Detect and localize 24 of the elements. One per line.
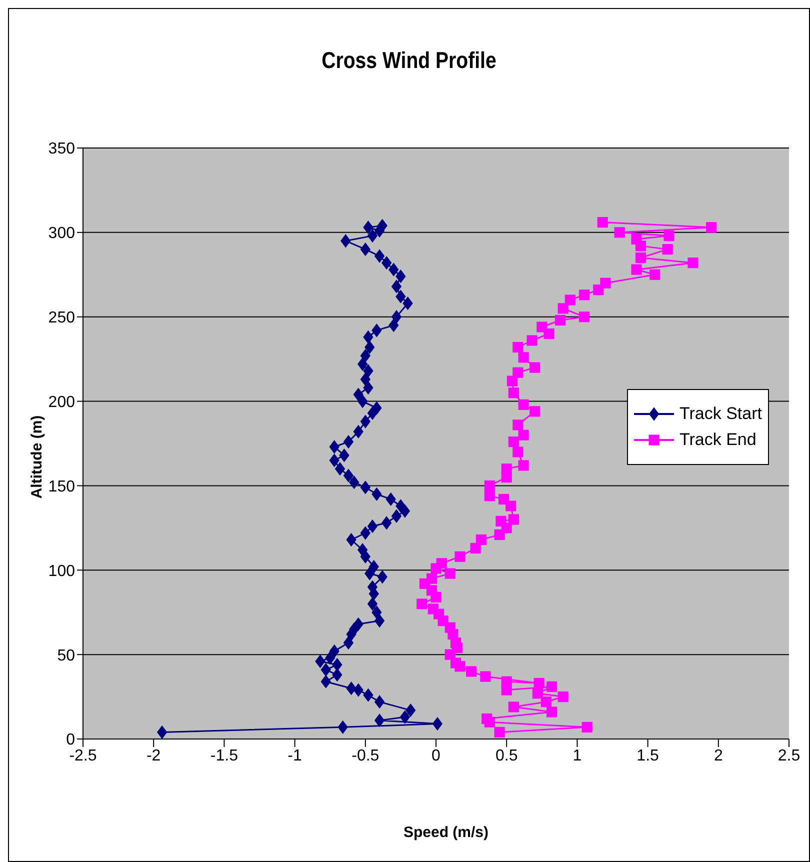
y-tick-label: 200 — [48, 394, 76, 411]
x-tick-label: -2.5 — [69, 747, 97, 764]
chart-title: Cross Wind Profile — [320, 47, 498, 74]
x-tick-label: -1 — [288, 747, 302, 764]
x-tick-label: 1 — [572, 747, 582, 764]
x-tick-label: 2 — [714, 747, 723, 764]
x-tick-label: 0 — [432, 747, 441, 764]
y-tick-label: 100 — [48, 562, 76, 580]
y-tick-label: 350 — [48, 140, 76, 158]
y-tick-label: 0 — [66, 732, 76, 749]
x-tick-label: 0.5 — [495, 747, 518, 764]
x-tick-label: 1.5 — [636, 747, 660, 764]
y-axis-title: Altitude (m) — [28, 415, 46, 499]
x-tick-label: -1.5 — [210, 747, 238, 764]
legend-label: Track Start — [680, 404, 762, 424]
y-tick-label: 50 — [57, 647, 76, 664]
y-tick-label: 300 — [48, 225, 76, 242]
x-tick-label: 2.5 — [778, 747, 800, 764]
y-tick-label: 250 — [48, 310, 76, 327]
x-tick-label: -0.5 — [352, 747, 380, 764]
x-tick-label: -2 — [146, 747, 161, 764]
x-axis-title: Speed (m/s) — [402, 824, 490, 841]
legend-label: Track End — [680, 430, 756, 450]
y-tick-label: 150 — [48, 478, 76, 496]
